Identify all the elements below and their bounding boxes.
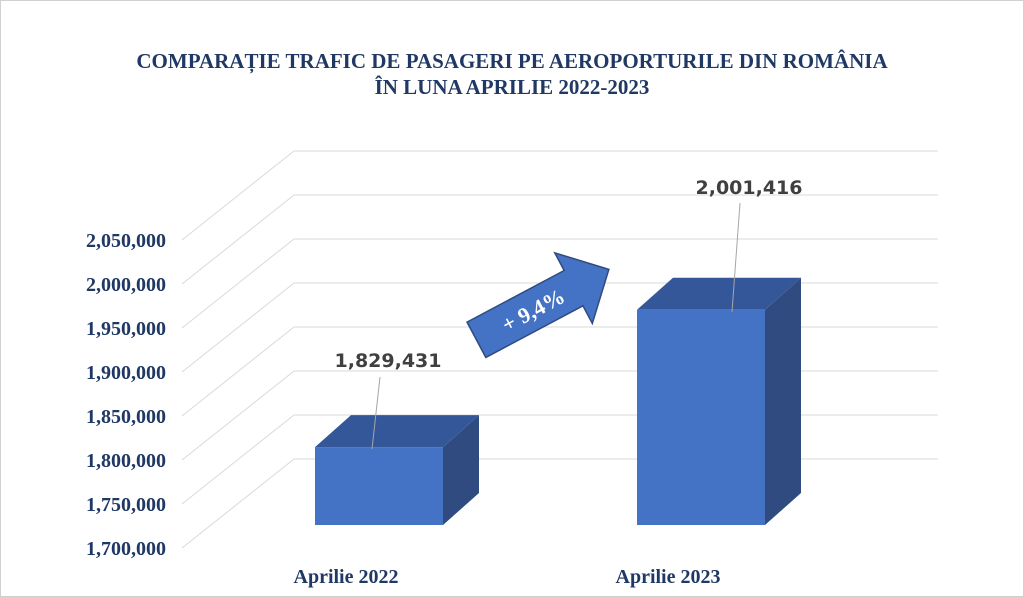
y-axis-ticks: 1,700,000 1,750,000 1,800,000 1,850,000 1,90… [86, 230, 166, 560]
growth-arrow: + 9,4% [466, 251, 610, 359]
gridline-side [181, 370, 295, 461]
bar-side-face [443, 415, 479, 525]
gridline-side [181, 282, 295, 373]
data-label-leader [731, 202, 741, 312]
chart-title: COMPARAȚIE TRAFIC DE PASAGERI PE AEROPOR… [0, 48, 1024, 100]
gridlines [181, 150, 938, 549]
bar-top-face [637, 277, 801, 310]
data-label-leader [371, 376, 381, 450]
bar-side-face [765, 277, 801, 525]
y-tick-label: 1,800,000 [86, 450, 166, 472]
data-label: 1,829,431 [335, 350, 442, 372]
y-tick-label: 1,750,000 [86, 494, 166, 516]
y-tick-label: 1,950,000 [86, 318, 166, 340]
gridline-side [181, 238, 295, 329]
gridline-side [181, 414, 295, 505]
gridline-side [181, 326, 295, 417]
chart-title-line-1: COMPARAȚIE TRAFIC DE PASAGERI PE AEROPOR… [136, 49, 888, 73]
y-tick-label: 2,050,000 [86, 230, 166, 252]
arrow-icon [466, 251, 610, 359]
bars: 1,829,431 2,001,416 [315, 177, 802, 525]
gridline-side [181, 458, 295, 549]
gridline-side [181, 194, 295, 285]
y-tick-label: 2,000,000 [86, 274, 166, 296]
x-tick-label: Aprilie 2022 [294, 566, 399, 588]
x-axis-ticks: Aprilie 2022 Aprilie 2023 [294, 566, 721, 588]
y-tick-label: 1,900,000 [86, 362, 166, 384]
bar-top-face [315, 415, 479, 448]
growth-arrow-shape: + 9,4% [466, 251, 610, 359]
y-tick-label: 1,700,000 [86, 538, 166, 560]
y-tick-label: 1,850,000 [86, 406, 166, 428]
data-label: 2,001,416 [696, 177, 803, 199]
chart-title-line-2: ÎN LUNA APRILIE 2022-2023 [374, 75, 650, 99]
gridline-side [181, 150, 295, 241]
bar-2 [637, 309, 765, 525]
bar-1 [315, 447, 443, 525]
x-tick-label: Aprilie 2023 [616, 566, 721, 588]
